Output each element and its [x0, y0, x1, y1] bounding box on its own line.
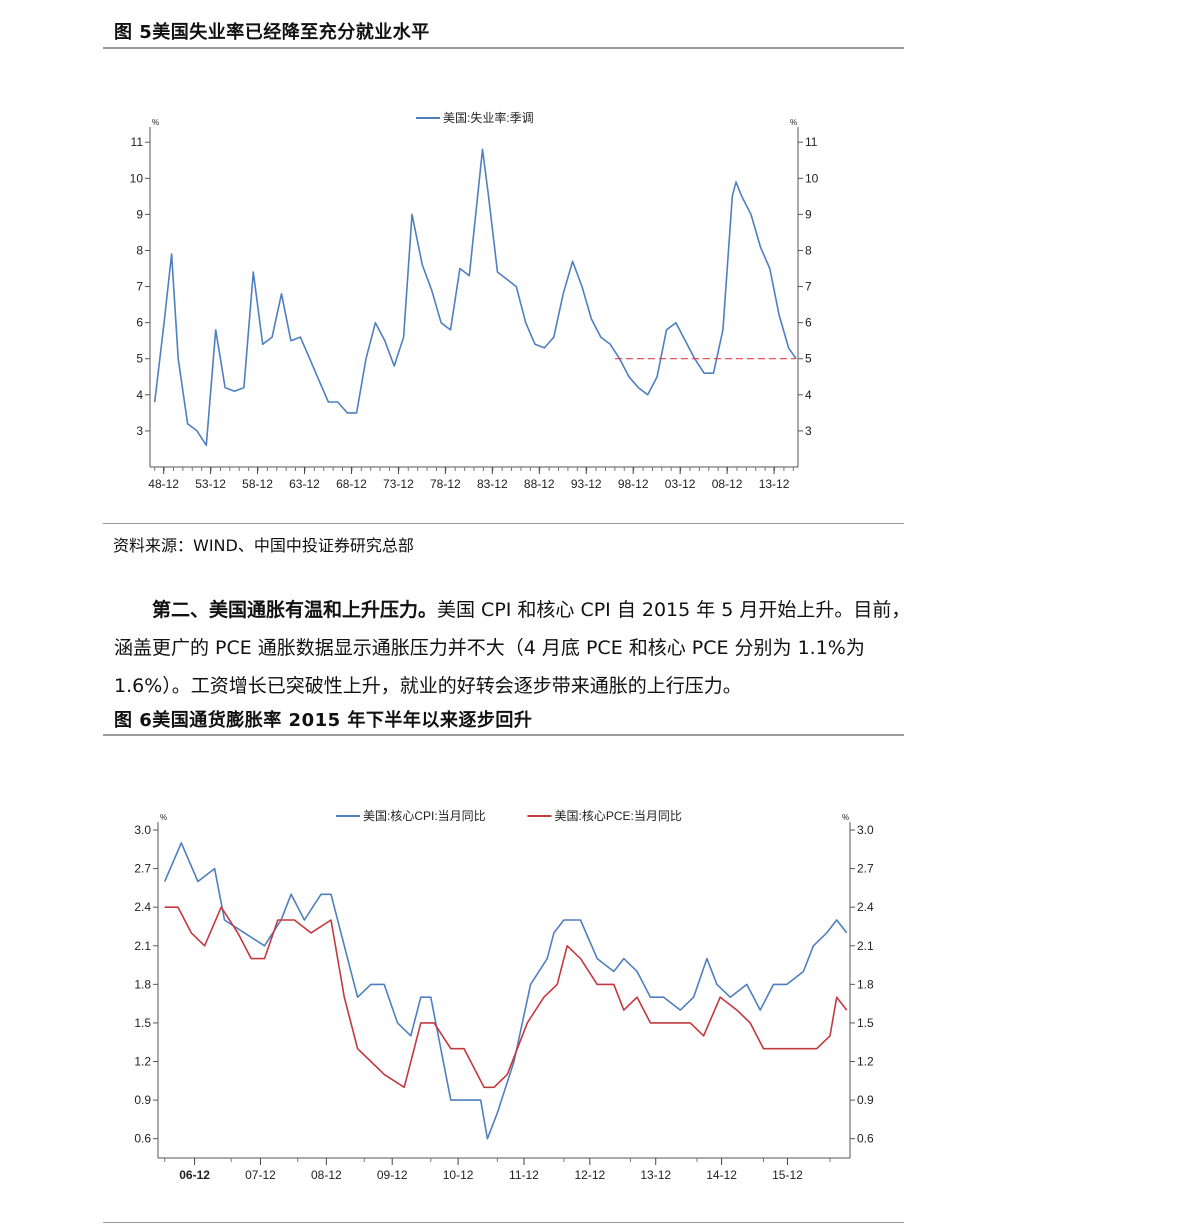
legend-label: 美国:核心CPI:当月同比	[363, 809, 486, 823]
y-tick-label-left: 3.0	[134, 823, 151, 837]
y-tick-label-left: 9	[136, 207, 143, 221]
x-tick-label: 73-12	[383, 477, 414, 491]
y-tick-label-right: 4	[805, 388, 812, 402]
x-tick-label: 68-12	[336, 477, 367, 491]
y-tick-label-right: 1.5	[857, 1016, 874, 1030]
y-tick-label-left: 2.1	[134, 939, 151, 953]
legend-label: 美国:核心PCE:当月同比	[555, 809, 682, 823]
y-tick-label-right: 0.6	[857, 1132, 874, 1146]
unit-label-right: %	[842, 813, 849, 822]
y-tick-label-right: 2.4	[857, 900, 874, 914]
x-tick-label: 07-12	[245, 1168, 276, 1182]
x-tick-label: 08-12	[712, 477, 743, 491]
y-tick-label-right: 1.2	[857, 1055, 874, 1069]
paragraph-lead: 第二、美国通胀有温和上升压力。	[152, 599, 438, 621]
x-tick-label: 12-12	[574, 1168, 605, 1182]
y-tick-label-left: 11	[131, 135, 144, 149]
y-tick-label-right: 10	[805, 171, 819, 185]
x-tick-label: 14-12	[706, 1168, 737, 1182]
y-tick-label-right: 11	[805, 135, 818, 149]
x-tick-label: 48-12	[148, 477, 179, 491]
x-tick-label: 58-12	[242, 477, 273, 491]
y-tick-label-right: 2.1	[857, 939, 874, 953]
x-tick-label: 88-12	[524, 477, 555, 491]
unit-label-right: %	[790, 118, 797, 127]
y-tick-label-right: 6	[805, 316, 812, 330]
figure5-title: 图 5美国失业率已经降至充分就业水平	[114, 22, 430, 43]
x-tick-label: 06-12	[179, 1168, 210, 1182]
y-tick-label-right: 1.8	[857, 977, 874, 991]
figure5-source: 资料来源：WIND、中国中投证券研究总部	[113, 536, 414, 555]
y-tick-label-right: 7	[805, 280, 812, 294]
y-tick-label-left: 10	[130, 171, 144, 185]
y-tick-label-left: 0.6	[134, 1132, 151, 1146]
x-tick-label: 13-12	[759, 477, 790, 491]
figure6-title-rule	[103, 734, 904, 736]
y-tick-label-right: 5	[805, 352, 812, 366]
series-line-0	[163, 842, 848, 1140]
y-tick-label-left: 6	[136, 316, 143, 330]
x-tick-label: 78-12	[430, 477, 461, 491]
body-paragraph: 第二、美国通胀有温和上升压力。美国 CPI 和核心 CPI 自 2015 年 5…	[114, 591, 914, 705]
figure6-bottom-rule	[103, 1222, 904, 1223]
y-tick-label-left: 4	[136, 388, 143, 402]
y-tick-label-left: 1.2	[134, 1055, 151, 1069]
figure6-title: 图 6美国通货膨胀率 2015 年下半年以来逐步回升	[114, 710, 533, 731]
x-tick-label: 03-12	[665, 477, 696, 491]
figure5-title-rule	[103, 47, 904, 49]
y-tick-label-right: 9	[805, 207, 812, 221]
y-tick-label-left: 5	[136, 352, 143, 366]
x-tick-label: 10-12	[443, 1168, 474, 1182]
figure5-source-rule	[103, 523, 904, 524]
y-tick-label-right: 0.9	[857, 1093, 874, 1107]
x-tick-label: 09-12	[377, 1168, 408, 1182]
y-tick-label-left: 8	[136, 243, 143, 257]
paragraph-body: 美国 CPI 和核心 CPI 自 2015 年 5 月开始上升。目前，涵盖更广的…	[114, 599, 911, 697]
y-tick-label-left: 2.7	[134, 862, 151, 876]
legend-label: 美国:失业率:季调	[443, 110, 534, 125]
inflation-chart: % % 0.6 0.6 0.9 0.9 1.2 1.2 1.5 1.5 1.8 1.8 2.1 2.1 2.…	[134, 809, 874, 1182]
y-tick-label-left: 2.4	[134, 900, 151, 914]
y-tick-label-left: 7	[136, 280, 143, 294]
x-tick-label: 63-12	[289, 477, 320, 491]
y-tick-label-left: 0.9	[134, 1093, 151, 1107]
y-tick-label-left: 1.5	[134, 1016, 151, 1030]
x-tick-label: 83-12	[477, 477, 508, 491]
x-tick-label: 08-12	[311, 1168, 342, 1182]
unit-label-left: %	[160, 813, 167, 822]
y-tick-label-right: 8	[805, 243, 812, 257]
y-tick-label-right: 2.7	[857, 862, 874, 876]
x-tick-label: 53-12	[195, 477, 226, 491]
series-line-0	[153, 148, 797, 447]
x-tick-label: 13-12	[640, 1168, 671, 1182]
x-tick-label: 93-12	[571, 477, 602, 491]
x-tick-label: 98-12	[618, 477, 649, 491]
y-tick-label-left: 1.8	[134, 977, 151, 991]
unit-label-left: %	[152, 118, 159, 127]
x-tick-label: 15-12	[772, 1168, 803, 1182]
unemployment-chart: % % 3 3 4 4 5 5 6 6 7 7 8 8 9 9 10 10 11 11 48-12 53-12 58-12 6…	[130, 110, 819, 491]
series-line-1	[164, 906, 848, 1089]
x-tick-label: 11-12	[509, 1168, 539, 1182]
y-tick-label-right: 3	[805, 424, 812, 438]
y-tick-label-right: 3.0	[857, 823, 874, 837]
y-tick-label-left: 3	[136, 424, 143, 438]
